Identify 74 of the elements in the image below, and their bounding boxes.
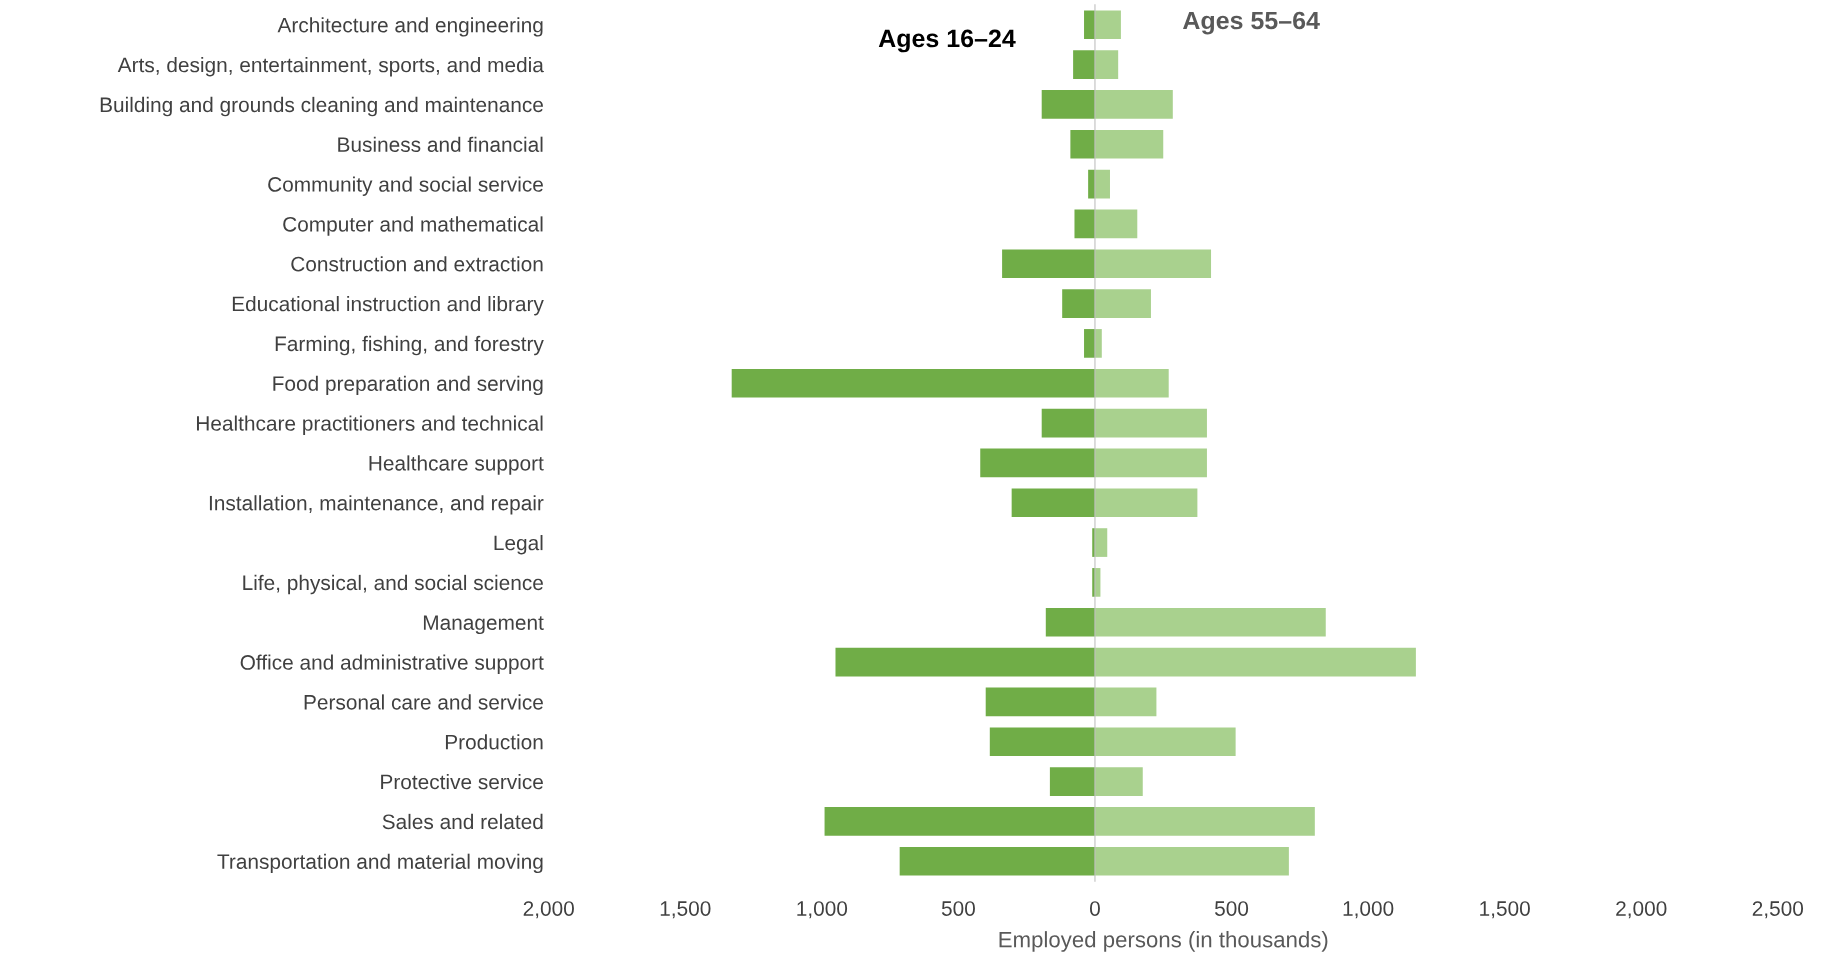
x-tick-label: 2,000 xyxy=(1616,901,1667,919)
bar xyxy=(1094,528,1108,557)
bar xyxy=(1094,687,1157,717)
bar xyxy=(1062,289,1095,318)
x-tick-label: 2,000 xyxy=(523,901,574,919)
bar xyxy=(1094,807,1315,836)
bar xyxy=(1094,727,1236,757)
y-tick-label: Management xyxy=(423,615,544,635)
bar xyxy=(1094,50,1119,79)
x-tick-label: 1,000 xyxy=(1343,901,1394,919)
y-tick-label: Office and administrative support xyxy=(240,654,544,674)
y-tick-label: Farming, fishing, and forestry xyxy=(275,335,544,356)
y-tick-label: Life, physical, and social science xyxy=(243,574,543,595)
x-tick-label: 1,500 xyxy=(660,901,711,919)
y-tick-label: Production xyxy=(445,734,543,750)
bar xyxy=(1094,249,1212,279)
bar xyxy=(1094,129,1164,159)
x-tick-label: 1,500 xyxy=(1480,901,1530,919)
y-tick-label: Healthcare support xyxy=(369,455,544,475)
y-tick-label: Personal care and service xyxy=(304,694,543,710)
bar xyxy=(1094,488,1198,518)
y-tick-label: Sales and related xyxy=(382,813,543,830)
bar xyxy=(1041,90,1095,119)
y-tick-label: Arts, design, entertainment, sports, and media xyxy=(117,57,544,77)
y-tick-label: Computer and mathematical xyxy=(283,216,543,236)
bar xyxy=(899,846,1095,876)
y-tick-label: Healthcare practitioners and technical xyxy=(197,415,543,435)
x-tick-label: 0 xyxy=(1089,901,1100,916)
y-tick-label: Community and social service xyxy=(268,176,543,196)
y-tick-label: Educational instruction and library xyxy=(232,296,544,316)
bar xyxy=(1094,169,1110,199)
x-tick-label: 2,500 xyxy=(1752,901,1804,919)
bar xyxy=(1041,408,1095,438)
y-tick-label: Business and financial xyxy=(338,136,543,152)
x-axis-title: Employed persons (in thousands) xyxy=(999,931,1328,952)
y-tick-label: Architecture and engineering xyxy=(277,17,543,37)
bar xyxy=(1045,607,1095,637)
bar xyxy=(1094,90,1173,119)
bar xyxy=(1094,846,1289,876)
bar xyxy=(1084,329,1095,358)
bar xyxy=(1094,647,1416,677)
bar xyxy=(980,448,1095,478)
y-tick-label: Construction and extraction xyxy=(291,256,543,272)
text: Ages 55–64 xyxy=(1182,11,1320,35)
bar xyxy=(824,807,1095,836)
bar xyxy=(1094,767,1143,796)
bar xyxy=(1011,488,1095,518)
bar xyxy=(1094,368,1169,398)
bar xyxy=(985,687,1095,717)
bar xyxy=(1094,289,1151,318)
x-tick-label: 1,000 xyxy=(797,901,848,919)
x-tick-label: 500 xyxy=(1214,901,1249,916)
bar xyxy=(731,368,1095,398)
y-tick-label: Transportation and material moving xyxy=(217,853,543,874)
bar xyxy=(1094,209,1138,239)
bar xyxy=(1094,408,1207,438)
bar xyxy=(1073,50,1095,79)
series-label: Ages 16–24 xyxy=(878,29,1016,53)
y-tick-label: Building and grounds cleaning and maintenance xyxy=(100,96,543,117)
bar xyxy=(835,647,1095,677)
bar xyxy=(1074,209,1095,239)
y-tick-label: Installation, maintenance, and repair xyxy=(209,495,544,515)
y-tick-label: Protective service xyxy=(381,774,543,790)
bar xyxy=(1002,249,1095,279)
y-tick-label: Legal xyxy=(494,535,543,555)
bar xyxy=(1049,767,1095,796)
bar xyxy=(1084,10,1095,40)
bar xyxy=(989,727,1095,757)
bar xyxy=(1094,607,1326,637)
y-tick-label: Food preparation and serving xyxy=(273,375,543,396)
x-tick-label: 500 xyxy=(941,901,975,916)
bar xyxy=(1094,448,1207,478)
bar xyxy=(1094,10,1121,40)
bar xyxy=(1070,129,1095,159)
